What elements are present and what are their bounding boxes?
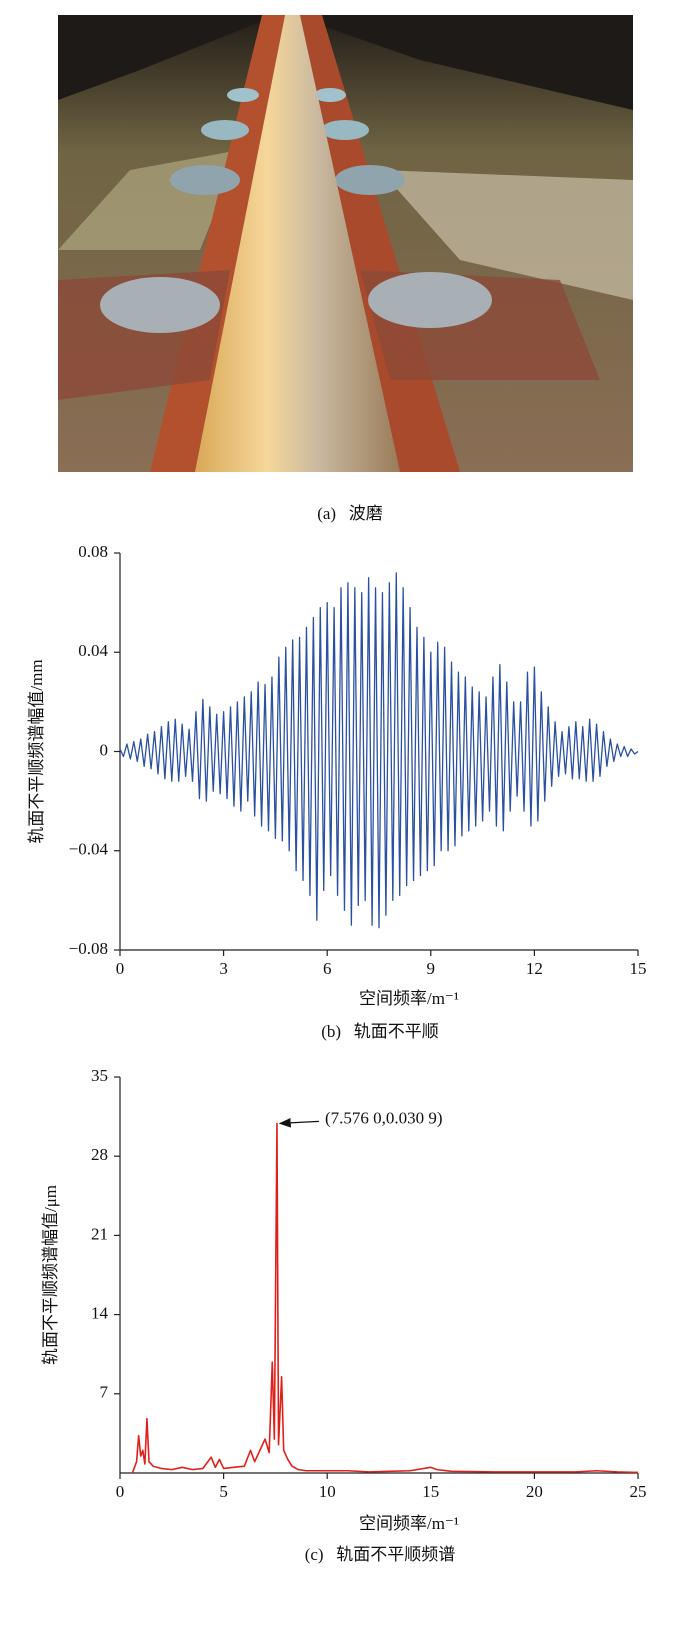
x-tick-label: 15 (630, 959, 647, 978)
x-tick-label: 6 (323, 959, 332, 978)
caption: (c) 轨面不平顺频谱 (305, 1545, 456, 1564)
y-axis-label: 轨面不平顺频谱幅值/mm (27, 659, 46, 843)
x-tick-label: 10 (319, 1482, 336, 1501)
caption: (a) 波磨 (317, 504, 383, 523)
data-line (131, 1122, 639, 1474)
y-tick-label: −0.04 (69, 840, 109, 859)
y-tick-label: 14 (91, 1304, 109, 1323)
photo (58, 15, 633, 472)
x-axis-label: 空间频率/m⁻¹ (359, 1514, 459, 1533)
annotation-arrow (278, 1118, 320, 1128)
caption: (b) 轨面不平顺 (321, 1022, 439, 1041)
annotation: (7.576 0,0.030 9) (325, 1108, 443, 1127)
x-tick-label: 3 (219, 959, 228, 978)
y-tick-label: 0 (100, 740, 109, 759)
y-tick-label: 21 (91, 1224, 108, 1243)
x-axis-label: 空间频率/m⁻¹ (359, 989, 459, 1008)
y-tick-label: 7 (100, 1383, 109, 1402)
y-axis-label: 轨面不平顺频谱幅值/μm (41, 1185, 60, 1365)
x-tick-label: 0 (116, 1482, 125, 1501)
x-tick-label: 15 (422, 1482, 439, 1501)
x-tick-label: 0 (116, 959, 125, 978)
x-tick-label: 25 (630, 1482, 647, 1501)
y-tick-label: 0.08 (78, 542, 108, 561)
y-tick-label: 0.04 (78, 641, 108, 660)
y-tick-label: −0.08 (69, 939, 108, 958)
x-tick-label: 20 (526, 1482, 543, 1501)
x-tick-label: 9 (427, 959, 436, 978)
y-tick-label: 28 (91, 1145, 108, 1164)
x-tick-label: 12 (526, 959, 543, 978)
y-tick-label: 35 (91, 1066, 108, 1085)
data-line (119, 572, 639, 929)
x-tick-label: 5 (219, 1482, 228, 1501)
